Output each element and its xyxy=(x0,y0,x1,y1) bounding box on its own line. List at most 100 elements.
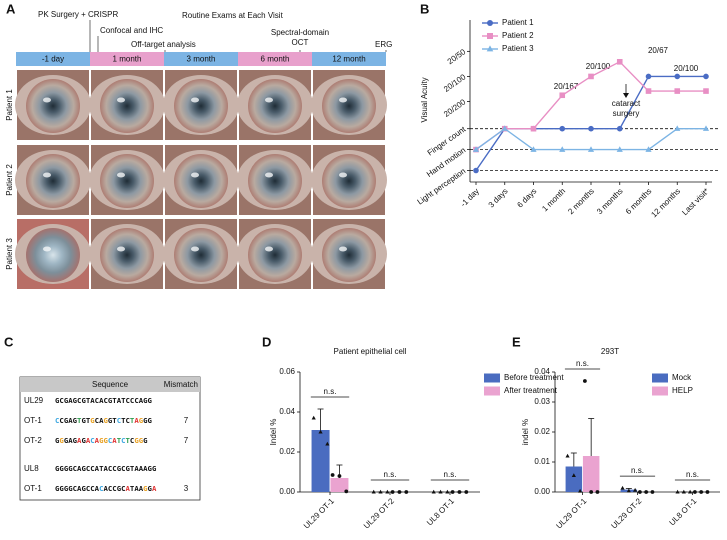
reflection xyxy=(191,246,199,252)
data-point xyxy=(616,59,623,65)
data-point xyxy=(431,489,436,494)
data-point xyxy=(390,490,395,494)
legend-marker xyxy=(487,20,493,26)
chart-title: Patient epithelial cell xyxy=(334,347,407,356)
x-tick-label: 3 months xyxy=(595,187,625,217)
data-point xyxy=(616,125,623,132)
base: G xyxy=(108,416,113,425)
cornea xyxy=(100,228,154,282)
base: T xyxy=(117,436,122,445)
data-point xyxy=(637,490,642,494)
data-point xyxy=(565,453,570,458)
base: A xyxy=(139,396,144,405)
legend-swatch xyxy=(652,373,668,383)
y-tick-label: 0.01 xyxy=(534,457,550,466)
base: G xyxy=(55,436,60,445)
bar xyxy=(582,456,600,492)
base: G xyxy=(143,416,148,425)
timeline-label: -1 day xyxy=(42,55,64,64)
base: C xyxy=(108,464,112,473)
data-point xyxy=(397,490,402,494)
eye-photo xyxy=(163,219,239,289)
x-tick-label: 2 months xyxy=(566,187,596,217)
data-point xyxy=(473,167,479,174)
sequence: GGGGCAGCCACACCGCATAAGGA xyxy=(55,484,157,493)
significance-label: n.s. xyxy=(384,470,397,479)
cornea xyxy=(248,228,302,282)
reflection xyxy=(339,97,347,103)
base: A xyxy=(77,464,82,473)
base: A xyxy=(95,484,100,493)
eye-photo xyxy=(15,145,91,215)
timeline-box xyxy=(238,52,312,66)
base: G xyxy=(152,464,157,473)
eye-photo xyxy=(89,70,165,140)
y-tick-label: 0.02 xyxy=(534,427,550,436)
base: A xyxy=(152,484,157,493)
y-axis-label: Visual Acuity xyxy=(420,77,429,122)
base: C xyxy=(90,464,94,473)
eye-photo xyxy=(89,145,165,215)
x-tick-label: -1 day xyxy=(459,187,481,209)
event-label: ERG xyxy=(375,40,392,49)
panel-label: A xyxy=(6,1,16,16)
x-tick-label: Last visit* xyxy=(680,187,711,218)
base: G xyxy=(64,464,69,473)
data-point xyxy=(633,487,638,492)
data-point xyxy=(582,379,587,383)
base: C xyxy=(73,484,77,493)
reflection xyxy=(191,172,199,178)
base: C xyxy=(126,396,130,405)
base: C xyxy=(103,396,107,405)
base: A xyxy=(126,484,131,493)
base: T xyxy=(86,396,91,405)
mismatch: 7 xyxy=(184,416,189,425)
reflection xyxy=(339,172,347,178)
x-tick-label: UL29 OT-1 xyxy=(554,496,588,530)
data-point xyxy=(530,125,537,132)
arrow xyxy=(623,84,629,98)
base: G xyxy=(68,484,73,493)
data-point xyxy=(501,125,508,131)
legend-swatch xyxy=(484,373,500,383)
reflection xyxy=(43,97,51,103)
eye-photo xyxy=(163,145,239,215)
base: A xyxy=(95,436,100,445)
data-point xyxy=(674,125,681,131)
data-point xyxy=(692,490,697,494)
table-header: Mismatch xyxy=(164,380,198,389)
data-point xyxy=(675,489,680,494)
eye-photo xyxy=(163,70,239,140)
cornea xyxy=(174,228,228,282)
data-point xyxy=(311,415,316,420)
base: G xyxy=(117,484,122,493)
base: C xyxy=(95,416,99,425)
base: G xyxy=(68,464,73,473)
base: G xyxy=(148,396,153,405)
base: C xyxy=(90,436,94,445)
data-point xyxy=(438,489,443,494)
cornea xyxy=(100,154,154,208)
cornea xyxy=(248,79,302,133)
base: T xyxy=(130,484,135,493)
timeline-label: 3 month xyxy=(187,55,216,64)
timeline-label: 6 month xyxy=(261,55,290,64)
y-tick-label: 20/50 xyxy=(446,47,468,66)
base: C xyxy=(73,464,77,473)
base: C xyxy=(108,436,112,445)
y-axis-label: Indel % xyxy=(269,419,278,446)
base: C xyxy=(130,436,134,445)
base: C xyxy=(59,416,63,425)
reflection xyxy=(265,97,273,103)
data-point xyxy=(645,73,652,80)
y-tick-label: 0.04 xyxy=(279,407,295,416)
data-point xyxy=(589,490,594,494)
base: G xyxy=(143,396,148,405)
base: C xyxy=(108,484,112,493)
event-label: Off-target analysis xyxy=(131,40,196,49)
base: A xyxy=(95,464,100,473)
base: T xyxy=(77,416,82,425)
x-tick-label: UL29 OT-1 xyxy=(302,496,336,530)
annotation: 20/100 xyxy=(674,64,699,73)
significance-label: n.s. xyxy=(576,359,589,368)
